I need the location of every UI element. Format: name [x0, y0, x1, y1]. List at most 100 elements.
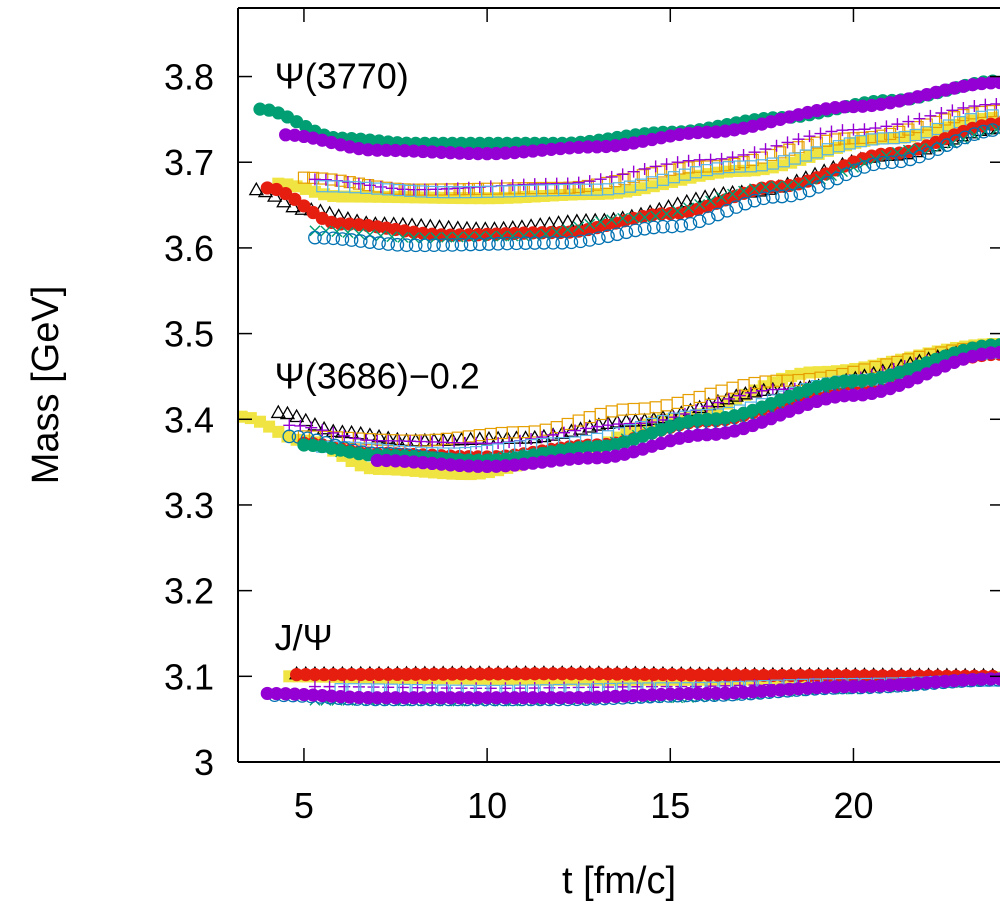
data-point — [675, 417, 687, 429]
data-point — [851, 377, 863, 389]
data-point — [509, 236, 524, 251]
data-point — [967, 127, 982, 142]
data-point — [709, 160, 723, 173]
series-10 — [308, 123, 1000, 253]
data-point — [760, 181, 772, 193]
data-point — [445, 238, 460, 252]
y-axis-label: Mass [GeV] — [25, 286, 67, 485]
data-point — [558, 426, 571, 439]
data-point — [352, 177, 365, 190]
data-point — [528, 178, 541, 191]
data-point — [664, 420, 676, 432]
data-point — [283, 419, 296, 432]
data-point — [985, 123, 1000, 137]
data-point — [638, 162, 651, 175]
data-point — [873, 375, 885, 386]
data-point — [993, 104, 1000, 117]
data-point — [775, 189, 789, 204]
data-point — [702, 168, 715, 181]
data-point — [429, 183, 442, 196]
data-point — [634, 417, 647, 430]
data-point — [744, 386, 757, 399]
data-point — [536, 431, 549, 444]
x-tick-label: 10 — [467, 785, 507, 826]
data-point — [463, 237, 478, 252]
data-point — [338, 429, 351, 442]
data-point — [781, 136, 794, 149]
data-point — [869, 153, 881, 165]
data-point — [444, 432, 460, 446]
data-point — [672, 205, 684, 217]
data-point — [606, 214, 618, 226]
data-point — [935, 107, 948, 120]
data-point — [719, 390, 735, 405]
data-point — [616, 168, 629, 181]
data-point — [396, 183, 409, 196]
data-point — [399, 238, 414, 253]
data-point — [733, 389, 746, 402]
y-tick-label: 3 — [194, 742, 214, 783]
series-6 — [316, 109, 999, 199]
data-point — [582, 233, 597, 247]
data-point — [514, 682, 527, 695]
data-point — [803, 366, 816, 379]
data-point — [738, 185, 750, 197]
data-point — [331, 226, 343, 238]
data-point — [440, 182, 453, 195]
data-point — [371, 434, 384, 447]
data-point — [550, 177, 563, 190]
data-point — [569, 424, 582, 437]
data-point — [752, 404, 764, 416]
data-point — [829, 379, 841, 391]
data-point — [708, 415, 720, 427]
data-point — [741, 408, 753, 420]
data-point — [671, 156, 684, 169]
data-point — [565, 188, 578, 201]
data-point — [628, 223, 643, 238]
data-point — [276, 193, 292, 208]
x-tick-label: 5 — [294, 785, 314, 826]
data-point — [642, 426, 654, 438]
data-point — [592, 231, 606, 246]
data-point — [452, 231, 464, 243]
data-point — [847, 123, 860, 136]
data-point — [426, 435, 439, 448]
data-point — [564, 235, 579, 250]
data-point — [821, 144, 834, 157]
data-point — [573, 221, 585, 233]
data-point — [785, 156, 798, 169]
data-point — [638, 182, 651, 195]
data-point — [940, 138, 954, 152]
y-tick-label: 3.3 — [164, 485, 214, 526]
data-point — [248, 181, 264, 196]
data-point — [372, 236, 386, 250]
data-point — [829, 133, 842, 146]
data-point — [821, 365, 834, 378]
curve-annotation: Ψ(3770) — [275, 56, 409, 97]
data-point — [697, 415, 709, 427]
data-point — [620, 433, 632, 445]
data-point — [705, 195, 717, 207]
data-point — [727, 188, 739, 200]
data-point — [482, 192, 495, 205]
axis-ticks: 5 10 15 20 3 3.1 3.2 3.3 3.4 3.5 3.6 3.7 3.8 — [164, 8, 1000, 826]
data-point — [598, 439, 610, 451]
data-point — [840, 364, 853, 377]
data-point — [386, 231, 398, 243]
data-point — [693, 153, 706, 166]
curve-annotation: Ψ(3686)−0.2 — [275, 355, 480, 396]
data-point — [720, 203, 734, 218]
data-point — [419, 232, 431, 244]
data-point — [305, 421, 318, 434]
data-point — [244, 412, 257, 425]
data-point — [554, 181, 567, 195]
data-point — [363, 235, 377, 249]
data-point — [344, 233, 359, 247]
data-point — [336, 190, 349, 203]
data-point — [700, 400, 713, 413]
data-point — [812, 147, 825, 160]
data-point — [755, 384, 768, 397]
data-point — [902, 115, 915, 128]
data-point — [858, 123, 871, 136]
data-point — [272, 425, 285, 438]
